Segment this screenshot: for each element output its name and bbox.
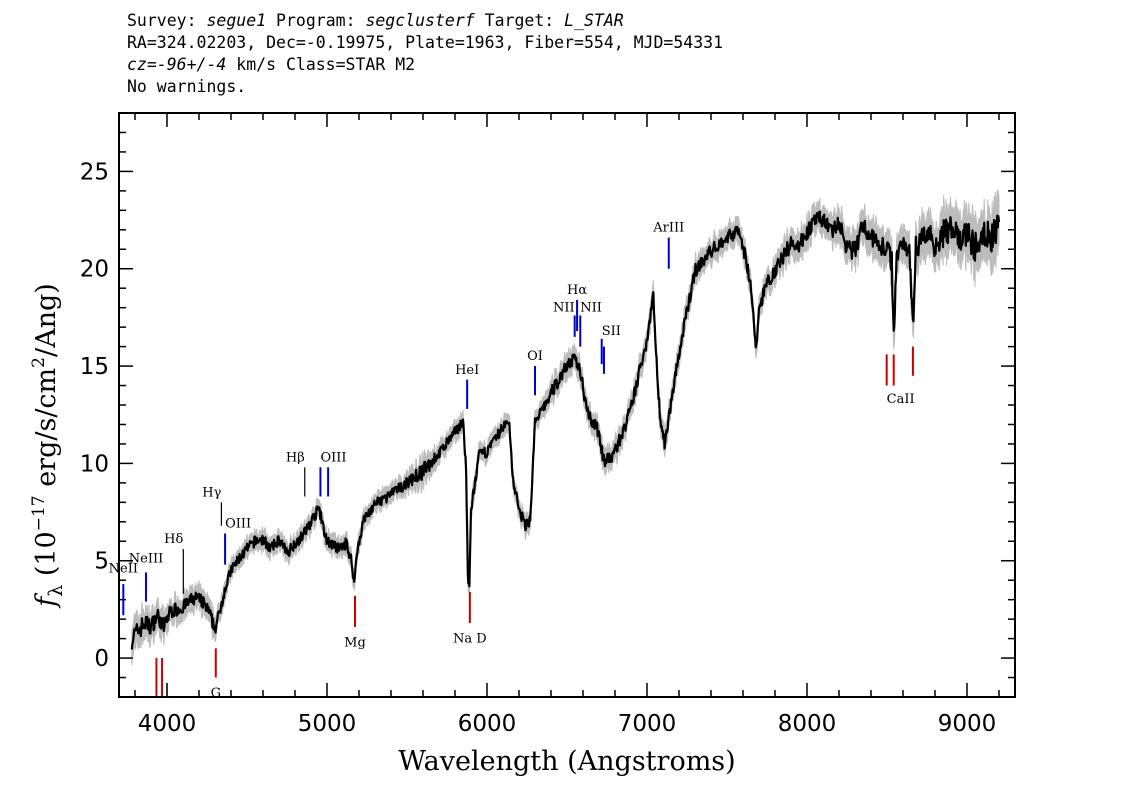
class-value: km/s Class=STAR M2 — [226, 55, 416, 74]
y-tick-label: 5 — [94, 549, 109, 575]
spectral-line-label: ArIII — [652, 221, 684, 236]
spectral-line-label: NII — [580, 301, 602, 316]
x-tick-label: 8000 — [778, 711, 837, 737]
y-axis: 0 5 10 15 20 25 — [80, 112, 1015, 698]
survey-label: Survey: — [127, 11, 207, 30]
spectrum-line — [130, 210, 1001, 650]
y-tick-label: 15 — [80, 354, 109, 380]
spectral-line-label: HeI — [455, 363, 479, 378]
spectral-line-label: OIII — [320, 450, 346, 465]
y-tick-label: 0 — [94, 646, 109, 672]
spectral-line-label: SII — [602, 324, 621, 339]
x-tick-label: 4000 — [138, 711, 197, 737]
spectrum-layer — [130, 210, 1001, 650]
spectral-line-label: OIII — [225, 517, 251, 532]
spectral-line-label: NeII — [109, 561, 138, 576]
plot-frame — [118, 112, 1016, 698]
redshift-value: cz=-96+/-4 — [127, 55, 227, 74]
header-line-coordinates: RA=324.02203, Dec=-0.19975, Plate=1963, … — [127, 33, 724, 52]
header-line-survey: Survey: segue1 Program: segclusterf Targ… — [127, 10, 723, 32]
spectral-line-label: NII — [553, 301, 575, 316]
spectral-line-label: Na D — [453, 631, 487, 646]
target-label: Target: — [474, 11, 565, 30]
spectral-line-label: NeIII — [129, 552, 163, 567]
spectral-line-label: Hβ — [286, 450, 305, 465]
target-value: L_STAR — [564, 11, 624, 30]
header-line-redshift: cz=-96+/-4 km/s Class=STAR M2 — [127, 54, 723, 76]
spectral-line-label: G — [211, 686, 221, 701]
error-band-layer — [131, 189, 1000, 666]
spectral-line-label: Hα — [567, 283, 587, 298]
header-line-warnings: No warnings. — [127, 77, 247, 96]
program-label: Program: — [266, 11, 366, 30]
spectral-line-label: Mg — [344, 635, 366, 650]
x-tick-label: 9000 — [938, 711, 997, 737]
x-tick-label: 5000 — [298, 711, 357, 737]
error-band — [131, 189, 1000, 666]
x-tick-label: 7000 — [618, 711, 677, 737]
spectral-line-label: OI — [527, 349, 543, 364]
y-tick-label: 10 — [80, 451, 109, 477]
program-value: segclusterf — [365, 11, 475, 30]
spectral-line-label: Hδ — [164, 532, 183, 547]
y-axis-title: fλ (10−17 erg/s/cm2/Ang) — [29, 283, 67, 609]
spectral-line-label: CaII — [887, 392, 915, 407]
x-axis: 4000 5000 6000 7000 8000 9000 — [134, 113, 1000, 737]
spectral-line-label: Hγ — [202, 485, 221, 500]
survey-value: segue1 — [206, 11, 267, 30]
y-tick-label: 25 — [80, 159, 109, 185]
x-axis-title: Wavelength (Angstroms) — [398, 746, 735, 777]
spectrum-header: Survey: segue1 Program: segclusterf Targ… — [127, 10, 723, 98]
y-tick-label: 20 — [80, 257, 109, 283]
x-tick-label: 6000 — [458, 711, 517, 737]
